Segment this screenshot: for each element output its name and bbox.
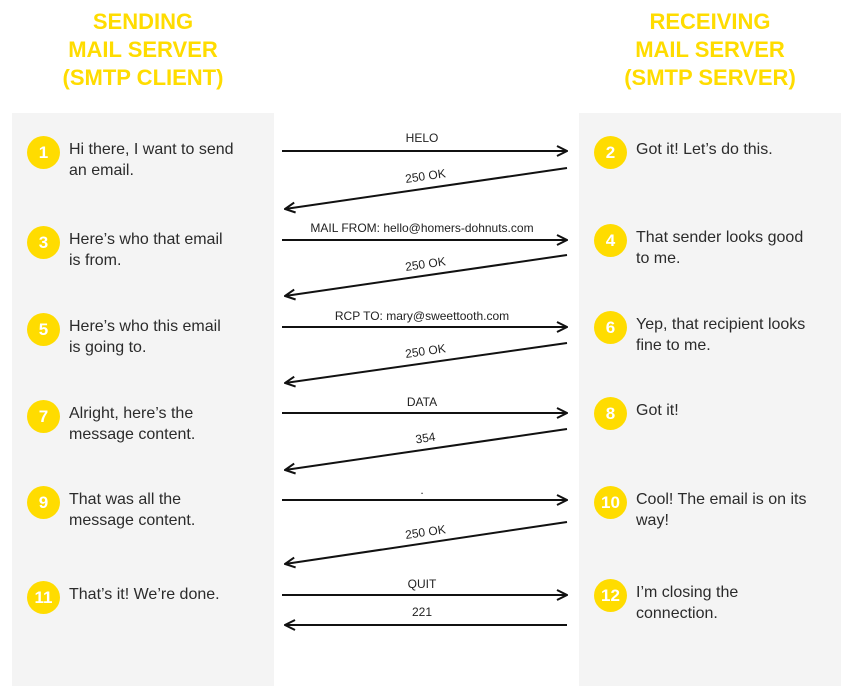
sender-title: SENDING MAIL SERVER (SMTP CLIENT) — [12, 8, 274, 92]
sender-title-line: (SMTP CLIENT) — [62, 65, 224, 90]
reply-label: 250 OK — [404, 166, 446, 186]
step-text-line: Got it! — [636, 402, 679, 419]
step-number-badge: 8 — [594, 397, 627, 430]
sender-step-11: 11 That’s it! We’re done. — [27, 581, 259, 614]
reply-arrow — [285, 521, 568, 564]
receiver-title: RECEIVING MAIL SERVER (SMTP SERVER) — [579, 8, 841, 92]
step-text-line: That’s it! We’re done. — [69, 586, 220, 603]
step-text: That sender looks good to me. — [636, 227, 841, 269]
receiver-step-2: 2 Got it! Let’s do this. — [594, 136, 841, 169]
receiver-step-6: 6 Yep, that recipient looks fine to me. — [594, 311, 841, 356]
receiver-step-10: 10 Cool! The email is on its way! — [594, 486, 841, 531]
command-label: QUIT — [408, 577, 437, 591]
reply-arrow — [285, 167, 568, 209]
command-label: DATA — [407, 395, 437, 409]
receiver-title-line: (SMTP SERVER) — [624, 65, 796, 90]
step-text-line: fine to me. — [636, 337, 711, 354]
step-text: Here’s who that email is from. — [69, 229, 259, 271]
sender-title-line: SENDING — [92, 9, 194, 34]
step-number-badge: 1 — [27, 136, 60, 169]
step-text-line: to me. — [636, 250, 681, 267]
command-label: RCP TO: mary@sweettooth.com — [335, 309, 509, 323]
receiver-step-4: 4 That sender looks good to me. — [594, 224, 841, 269]
step-text: Hi there, I want to send an email. — [69, 139, 259, 181]
reply-label: 250 OK — [404, 254, 446, 274]
step-text-line: is going to. — [69, 339, 147, 356]
reply-arrow — [285, 428, 568, 470]
step-text: Cool! The email is on its way! — [636, 489, 841, 531]
step-text-line: connection. — [636, 605, 718, 622]
step-text: Yep, that recipient looks fine to me. — [636, 314, 841, 356]
step-number-badge: 2 — [594, 136, 627, 169]
step-text-line: message content. — [69, 426, 196, 443]
step-text-line: message content. — [69, 512, 196, 529]
step-text-line: Cool! The email is on its — [636, 491, 807, 508]
step-text-line: Alright, here’s the — [69, 405, 194, 422]
reply-label: 250 OK — [404, 522, 446, 542]
step-number-badge: 6 — [594, 311, 627, 344]
sender-step-3: 3 Here’s who that email is from. — [27, 226, 259, 271]
step-text: That was all the message content. — [69, 489, 259, 531]
reply-label: 250 OK — [404, 341, 446, 361]
reply-arrow — [285, 342, 568, 383]
receiver-step-8: 8 Got it! — [594, 397, 841, 430]
sender-step-5: 5 Here’s who this email is going to. — [27, 313, 259, 358]
step-number-badge: 5 — [27, 313, 60, 346]
step-number-badge: 3 — [27, 226, 60, 259]
step-text: I’m closing the connection. — [636, 582, 841, 624]
command-label: . — [420, 483, 423, 497]
step-text-line: I’m closing the — [636, 584, 739, 601]
reply-label: 221 — [412, 605, 432, 619]
step-text-line: Here’s who that email — [69, 231, 223, 248]
step-number-badge: 12 — [594, 579, 627, 612]
sender-step-9: 9 That was all the message content. — [27, 486, 259, 531]
receiver-title-line: RECEIVING — [649, 9, 771, 34]
step-number-badge: 9 — [27, 486, 60, 519]
step-text: That’s it! We’re done. — [69, 584, 259, 605]
receiver-step-12: 12 I’m closing the connection. — [594, 579, 841, 624]
step-number-badge: 10 — [594, 486, 627, 519]
step-text: Got it! — [636, 400, 841, 421]
step-number-badge: 7 — [27, 400, 60, 433]
reply-label: 354 — [415, 430, 437, 447]
receiver-title-line: MAIL SERVER — [635, 37, 785, 62]
reply-arrow — [285, 254, 568, 296]
sender-step-1: 1 Hi there, I want to send an email. — [27, 136, 259, 181]
step-text-line: That was all the — [69, 491, 182, 508]
sender-step-7: 7 Alright, here’s the message content. — [27, 400, 259, 445]
step-text: Got it! Let’s do this. — [636, 139, 841, 160]
step-text-line: Hi there, I want to send — [69, 141, 234, 158]
step-text-line: an email. — [69, 162, 134, 179]
sender-title-line: MAIL SERVER — [68, 37, 218, 62]
step-number-badge: 4 — [594, 224, 627, 257]
step-number-badge: 11 — [27, 581, 60, 614]
command-label: MAIL FROM: hello@homers-dohnuts.com — [310, 221, 533, 235]
step-text-line: Here’s who this email — [69, 318, 221, 335]
step-text-line: is from. — [69, 252, 122, 269]
command-label: HELO — [406, 131, 439, 145]
step-text-line: Yep, that recipient looks — [636, 316, 806, 333]
step-text-line: That sender looks good — [636, 229, 804, 246]
step-text: Here’s who this email is going to. — [69, 316, 259, 358]
step-text-line: Got it! Let’s do this. — [636, 141, 773, 158]
step-text-line: way! — [636, 512, 669, 529]
step-text: Alright, here’s the message content. — [69, 403, 259, 445]
